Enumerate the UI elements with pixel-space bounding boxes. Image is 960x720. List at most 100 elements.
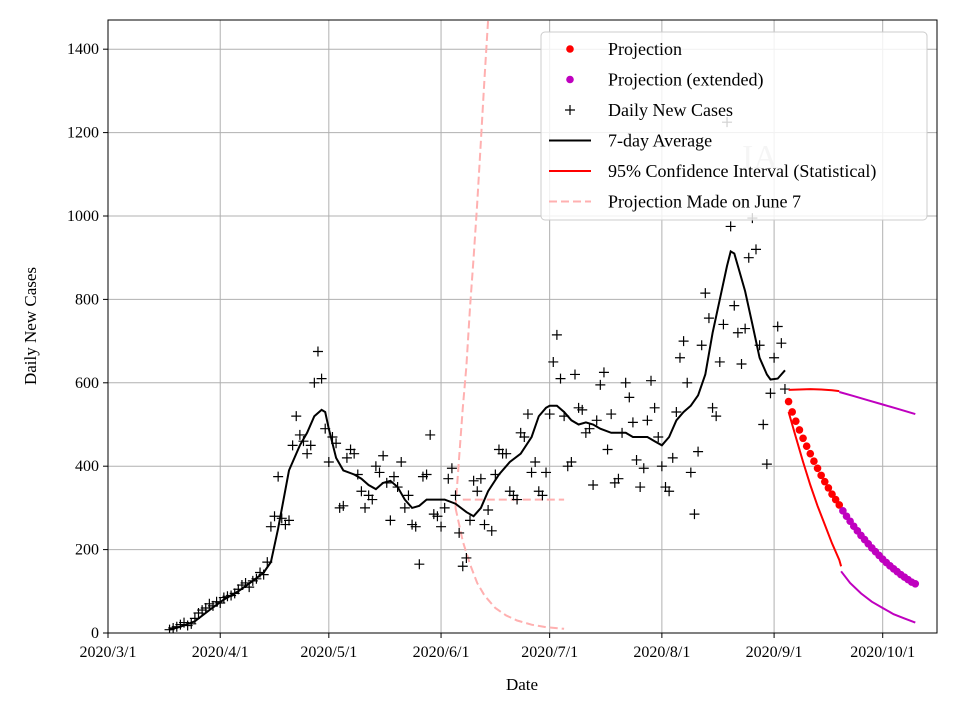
daily-cases-point <box>566 457 577 468</box>
daily-cases-point <box>323 457 334 468</box>
daily-cases-point <box>674 352 685 363</box>
legend-label: 95% Confidence Interval (Statistical) <box>608 161 876 182</box>
seven-day-average-line <box>169 249 786 631</box>
daily-cases-point <box>537 490 548 501</box>
confidence-interval-line <box>839 391 916 416</box>
daily-cases-point <box>696 340 707 351</box>
y-tick-label: 0 <box>91 625 99 642</box>
daily-cases-point <box>740 323 751 334</box>
legend: Projection Projection (extended) Daily New… <box>540 31 928 221</box>
daily-cases-point <box>638 463 649 474</box>
daily-cases-point <box>772 321 783 332</box>
legend-marker <box>566 75 574 84</box>
projection-point <box>784 397 793 406</box>
x-tick-label: 2020/4/1 <box>192 644 249 661</box>
daily-cases-point <box>750 244 761 255</box>
confidence-interval-line <box>787 411 843 567</box>
daily-cases-point <box>265 521 276 532</box>
daily-cases-point <box>606 409 617 420</box>
daily-cases-point <box>707 402 718 413</box>
x-tick-label: 2020/9/1 <box>746 644 803 661</box>
daily-cases-point <box>689 509 700 520</box>
daily-cases-point <box>642 415 653 426</box>
daily-cases-point <box>461 552 472 563</box>
daily-cases-point <box>439 502 450 513</box>
daily-cases-point <box>761 459 772 470</box>
daily-cases-point <box>443 473 454 484</box>
projection-point <box>835 501 844 509</box>
daily-cases-point <box>718 319 729 330</box>
daily-cases-point <box>291 411 302 422</box>
legend-label: Projection (extended) <box>608 70 763 91</box>
y-tick-label: 800 <box>75 291 99 308</box>
legend-label: 7-day Average <box>608 131 712 151</box>
daily-cases-point <box>316 373 327 384</box>
projection-point <box>802 442 811 450</box>
daily-cases-point <box>479 519 490 530</box>
projection-point <box>810 457 818 465</box>
daily-cases-point <box>284 515 295 526</box>
daily-cases-point <box>312 346 323 357</box>
legend-label: Daily New Cases <box>608 100 733 120</box>
daily-cases-point <box>711 411 722 422</box>
daily-cases-point <box>682 377 693 388</box>
daily-cases-point <box>714 356 725 367</box>
daily-cases-point <box>410 521 421 532</box>
daily-cases-point <box>356 486 367 497</box>
projection-point <box>792 417 800 425</box>
daily-cases-point <box>519 432 530 443</box>
daily-cases-point <box>667 452 678 463</box>
daily-cases-point <box>378 450 389 461</box>
projection-point <box>788 408 796 416</box>
june7-projection-line <box>454 507 565 630</box>
daily-cases-point <box>743 252 754 263</box>
daily-cases-point <box>765 388 776 399</box>
daily-cases-point <box>421 469 432 480</box>
daily-cases-point <box>541 467 552 478</box>
daily-cases-point <box>551 329 562 340</box>
daily-cases-point <box>693 446 704 457</box>
daily-cases-point <box>685 467 696 478</box>
daily-cases-point <box>501 448 512 459</box>
daily-cases-point <box>569 369 580 380</box>
daily-cases-point <box>446 463 457 474</box>
daily-cases-point <box>305 440 316 451</box>
daily-cases-point <box>367 494 378 505</box>
legend-label: Projection <box>608 39 682 59</box>
daily-cases-point <box>273 471 284 482</box>
daily-cases-point <box>631 454 642 465</box>
daily-cases-point <box>700 288 711 299</box>
daily-cases-point <box>287 440 298 451</box>
daily-cases-point <box>414 559 425 570</box>
daily-cases-point <box>613 473 624 484</box>
daily-cases-point <box>588 479 599 490</box>
y-tick-label: 1000 <box>67 208 99 225</box>
daily-cases-point <box>577 404 588 415</box>
daily-cases-point <box>779 384 790 395</box>
y-tick-label: 1200 <box>67 125 99 142</box>
legend-marker <box>565 105 575 115</box>
daily-cases-point <box>457 561 468 572</box>
x-tick-label: 2020/10/1 <box>850 644 915 661</box>
june7-projection-line <box>454 20 490 508</box>
y-axis-label: Daily New Cases <box>21 267 40 385</box>
daily-cases-point <box>649 402 660 413</box>
daily-cases-point <box>555 373 566 384</box>
projection-extended-point <box>911 579 920 588</box>
daily-cases-point <box>512 494 523 505</box>
daily-cases-point <box>486 525 497 536</box>
projection-point <box>831 495 840 504</box>
daily-cases-point <box>620 377 631 388</box>
daily-cases-point <box>374 467 385 478</box>
daily-cases-point <box>530 457 541 468</box>
daily-cases-point <box>465 515 476 526</box>
projection-point <box>828 490 836 498</box>
daily-cases-point <box>436 521 447 532</box>
daily-cases-point <box>646 375 657 386</box>
daily-cases-point <box>403 490 414 501</box>
daily-cases-point <box>758 419 769 430</box>
confidence-interval-line <box>788 388 840 393</box>
daily-cases-point <box>656 461 667 472</box>
projection-point <box>806 449 815 458</box>
daily-cases-point <box>624 392 635 403</box>
